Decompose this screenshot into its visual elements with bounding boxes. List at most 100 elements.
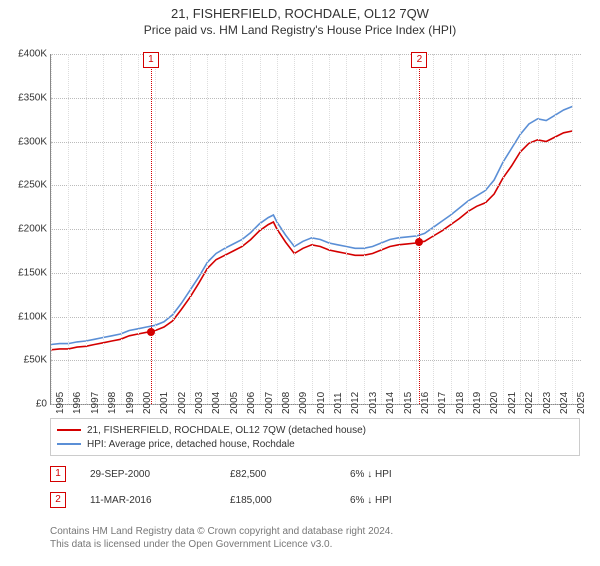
x-axis-label: 2024 (559, 392, 570, 414)
annotation-price: £185,000 (230, 495, 350, 506)
x-axis-label: 2008 (281, 392, 292, 414)
y-axis-label: £250K (1, 180, 47, 191)
y-axis-label: £50K (1, 355, 47, 366)
x-gridline (312, 54, 313, 404)
annotation-number-box: 2 (50, 492, 66, 508)
x-axis-label: 2007 (264, 392, 275, 414)
x-gridline (399, 54, 400, 404)
legend-item: HPI: Average price, detached house, Roch… (57, 437, 573, 451)
y-gridline (51, 54, 581, 55)
marker-dot-2 (415, 238, 423, 246)
y-gridline (51, 98, 581, 99)
x-axis-label: 2009 (298, 392, 309, 414)
x-axis-label: 2018 (455, 392, 466, 414)
x-axis-label: 2015 (403, 392, 414, 414)
marker-dot-1 (147, 328, 155, 336)
y-gridline (51, 142, 581, 143)
x-gridline (555, 54, 556, 404)
annotation-number-box: 1 (50, 466, 66, 482)
x-axis-label: 2021 (507, 392, 518, 414)
x-gridline (520, 54, 521, 404)
x-axis-label: 1995 (55, 392, 66, 414)
x-axis-label: 1999 (125, 392, 136, 414)
x-gridline (190, 54, 191, 404)
y-axis-label: £300K (1, 136, 47, 147)
x-axis-label: 2005 (229, 392, 240, 414)
annotation-price: £82,500 (230, 469, 350, 480)
x-gridline (86, 54, 87, 404)
x-axis-label: 2019 (472, 392, 483, 414)
marker-box-1: 1 (143, 52, 159, 68)
x-axis-label: 2014 (385, 392, 396, 414)
x-axis-label: 2010 (316, 392, 327, 414)
chart-container: 21, FISHERFIELD, ROCHDALE, OL12 7QW Pric… (0, 6, 600, 566)
x-gridline (433, 54, 434, 404)
annotation-delta: 6% ↓ HPI (350, 495, 392, 506)
x-axis-label: 2004 (211, 392, 222, 414)
legend-label: 21, FISHERFIELD, ROCHDALE, OL12 7QW (det… (87, 425, 366, 436)
x-axis-label: 2020 (489, 392, 500, 414)
y-axis-label: £150K (1, 267, 47, 278)
y-axis-label: £100K (1, 311, 47, 322)
x-axis-label: 2023 (542, 392, 553, 414)
legend-item: 21, FISHERFIELD, ROCHDALE, OL12 7QW (det… (57, 423, 573, 437)
x-gridline (225, 54, 226, 404)
x-gridline (173, 54, 174, 404)
x-axis-label: 1997 (90, 392, 101, 414)
y-gridline (51, 360, 581, 361)
x-gridline (103, 54, 104, 404)
x-axis-label: 2002 (177, 392, 188, 414)
x-gridline (346, 54, 347, 404)
annotation-date: 11-MAR-2016 (90, 495, 230, 506)
footer-text: Contains HM Land Registry data © Crown c… (50, 526, 580, 551)
x-gridline (51, 54, 52, 404)
marker-box-2: 2 (411, 52, 427, 68)
x-gridline (242, 54, 243, 404)
annotation-row-1: 1 29-SEP-2000£82,5006% ↓ HPI (50, 466, 580, 482)
legend-swatch (57, 443, 81, 445)
x-gridline (294, 54, 295, 404)
x-gridline (68, 54, 69, 404)
x-gridline (329, 54, 330, 404)
y-gridline (51, 273, 581, 274)
x-gridline (207, 54, 208, 404)
x-gridline (364, 54, 365, 404)
footer-line-2: This data is licensed under the Open Gov… (50, 539, 580, 552)
x-gridline (485, 54, 486, 404)
x-axis-label: 2003 (194, 392, 205, 414)
x-axis-label: 2006 (246, 392, 257, 414)
legend-swatch (57, 429, 81, 431)
x-axis-label: 2012 (350, 392, 361, 414)
y-axis-label: £200K (1, 224, 47, 235)
x-axis-label: 2022 (524, 392, 535, 414)
y-gridline (51, 229, 581, 230)
x-gridline (260, 54, 261, 404)
x-axis-label: 2017 (437, 392, 448, 414)
chart-subtitle: Price paid vs. HM Land Registry's House … (0, 23, 600, 37)
annotation-row-2: 2 11-MAR-2016£185,0006% ↓ HPI (50, 492, 580, 508)
y-gridline (51, 317, 581, 318)
x-axis-label: 2011 (333, 392, 344, 414)
x-axis-label: 2001 (159, 392, 170, 414)
x-gridline (468, 54, 469, 404)
chart-title: 21, FISHERFIELD, ROCHDALE, OL12 7QW (0, 6, 600, 21)
chart-plot-area: £0£50K£100K£150K£200K£250K£300K£350K£400… (50, 54, 580, 404)
x-gridline (451, 54, 452, 404)
y-gridline (51, 185, 581, 186)
x-gridline (155, 54, 156, 404)
x-axis-label: 2025 (576, 392, 587, 414)
x-axis-label: 1996 (72, 392, 83, 414)
x-axis-label: 2016 (420, 392, 431, 414)
x-axis-label: 1998 (107, 392, 118, 414)
y-axis-label: £0 (1, 399, 47, 410)
x-gridline (138, 54, 139, 404)
x-gridline (538, 54, 539, 404)
y-axis-label: £400K (1, 49, 47, 60)
legend-label: HPI: Average price, detached house, Roch… (87, 439, 295, 450)
x-axis-label: 2013 (368, 392, 379, 414)
x-gridline (277, 54, 278, 404)
annotation-delta: 6% ↓ HPI (350, 469, 392, 480)
annotation-date: 29-SEP-2000 (90, 469, 230, 480)
x-gridline (416, 54, 417, 404)
marker-line-1 (151, 54, 152, 404)
